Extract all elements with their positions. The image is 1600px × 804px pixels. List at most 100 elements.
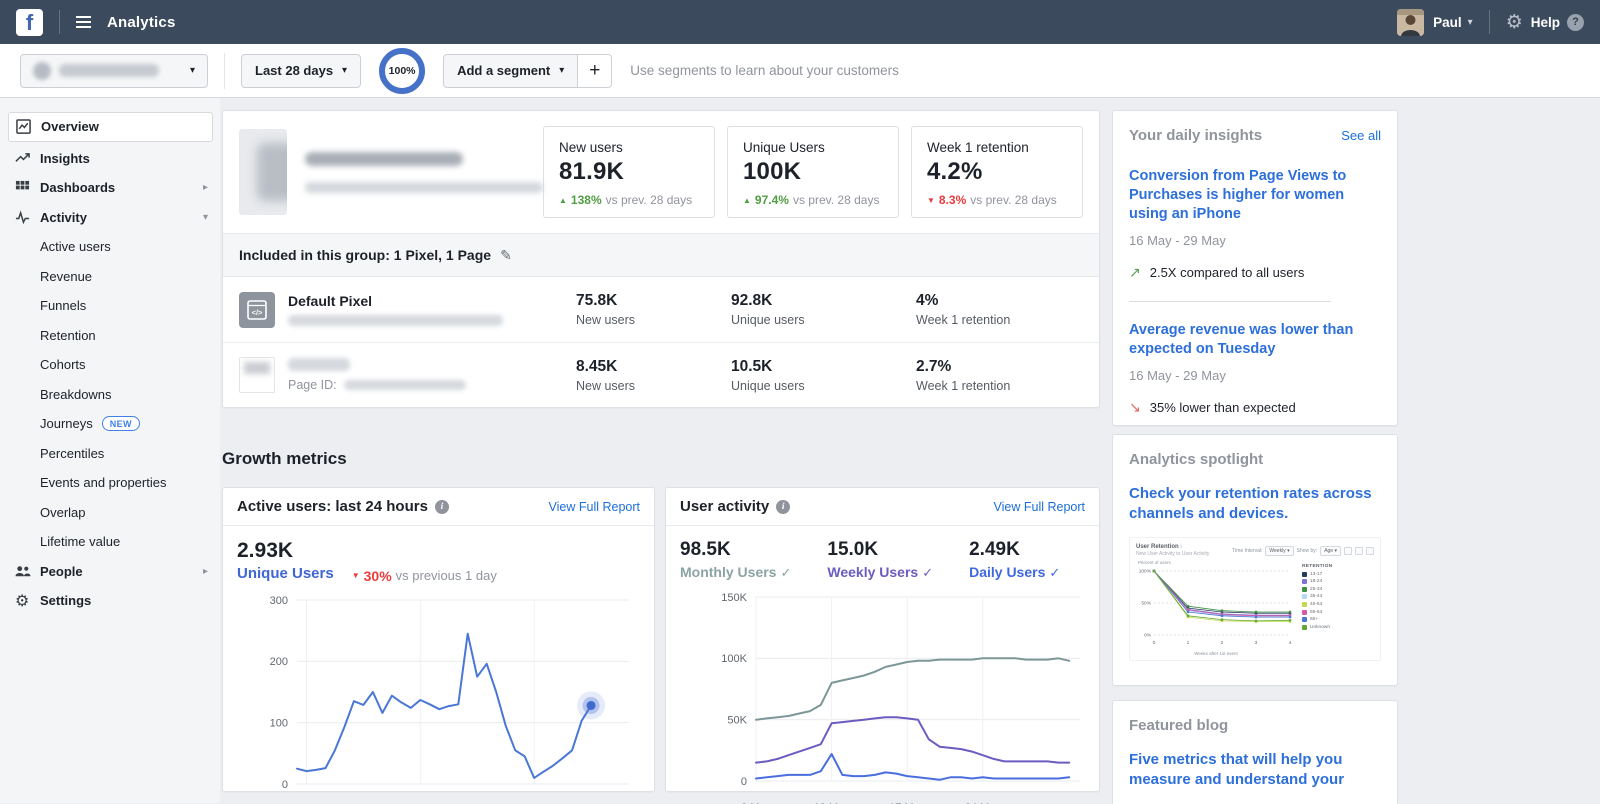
monthly-users-stat[interactable]: 98.5K Monthly Users ✓ [680,539,791,581]
info-icon[interactable]: i [434,499,449,514]
svg-text:0: 0 [1153,640,1156,646]
stat-label: Daily Users [969,564,1046,580]
user-activity-line-chart[interactable]: 0 50K 100K 150K 3 May 10 May 17 May 24 May [680,585,1087,804]
stat-value: 98.5K [680,539,731,560]
active-users-line-chart[interactable]: 010020030000:0012:0000:00 [237,588,642,804]
date-range-button[interactable]: Last 28 days ▾ [241,53,362,88]
user-activity-card: User activity i View Full Report 98.5K M… [665,487,1100,804]
add-segment-button[interactable]: Add a segment ▾ [443,53,579,88]
metric-card-new-users[interactable]: New users 81.9K ▲ 138% vs prev. 28 days [543,126,715,218]
info-icon[interactable]: i [776,499,791,514]
sidebar-item-overview[interactable]: Overview [8,112,213,142]
sidebar-item-overlap[interactable]: Overlap [0,498,220,528]
redacted-entity-icon [33,61,51,80]
row-entity[interactable]: </> Default Pixel [239,291,576,328]
chevron-down-icon[interactable]: ▾ [1467,16,1473,28]
sidebar-item-journeys[interactable]: Journeys NEW [0,409,220,439]
sidebar-item-breakdowns[interactable]: Breakdowns [0,380,220,410]
sidebar-item-revenue[interactable]: Revenue [0,262,220,292]
blog-link[interactable]: Five metrics that will help you measure … [1129,751,1345,788]
metric-card-week1-retention[interactable]: Week 1 retention 4.2% ▼ 8.3% vs prev. 28… [911,126,1083,218]
view-full-report-link[interactable]: View Full Report [548,499,640,514]
sidebar-item-label: Lifetime value [40,534,121,550]
match-rate-ring[interactable]: 100% [379,47,426,94]
see-all-link[interactable]: See all [1341,128,1381,143]
help-question-icon[interactable]: ? [1567,13,1584,31]
row-entity[interactable]: Page ID: [239,357,576,393]
view-full-report-link[interactable]: View Full Report [993,499,1085,514]
card-title: Analytics spotlight [1129,451,1264,468]
card-title: User activity [680,498,770,515]
spotlight-link[interactable]: Check your retention rates across channe… [1129,485,1372,522]
delta-compare: vs prev. 28 days [792,193,880,207]
sidebar-item-activity[interactable]: Activity ▾ [0,203,220,233]
show-by-label: Show by: [1296,547,1318,554]
dashboards-icon [15,180,40,195]
sidebar-item-funnels[interactable]: Funnels [0,291,220,321]
growth-metrics-title: Growth metrics [222,449,347,468]
svg-text:10 May: 10 May [814,802,851,804]
svg-text:100: 100 [270,717,288,729]
divider [59,10,60,34]
thumb-xlabel: Weeks after 1st event [1194,651,1238,656]
help-link[interactable]: Help [1530,14,1560,30]
edit-pencil-icon[interactable]: ✎ [500,246,512,263]
sidebar-item-events-and-properties[interactable]: Events and properties [0,468,220,498]
sidebar-item-dashboards[interactable]: Dashboards ▸ [0,173,220,203]
add-segment-plus-button[interactable]: + [578,53,613,88]
sidebar-item-retention[interactable]: Retention [0,321,220,351]
redacted-group-avatar [239,129,287,215]
hamburger-menu-icon[interactable] [76,16,91,28]
sidebar-item-settings[interactable]: ⚙ Settings [0,586,220,616]
user-name[interactable]: Paul [1433,14,1462,30]
insight-note-text: 2.5X compared to all users [1149,265,1305,280]
facebook-logo[interactable]: f [16,8,43,36]
row-stat: 75.8K New users [576,292,731,327]
metric-label: Unique Users [743,140,825,155]
daily-insights-card: Your daily insights See all Conversion f… [1112,110,1398,426]
toolbar: ▾ Last 28 days ▾ 100% Add a segment ▾ + … [0,44,1600,98]
stat-value: 2.49K [969,539,1020,560]
sidebar-item-label: People [40,563,83,579]
featured-blog-card: Featured blog Five metrics that will hel… [1112,700,1398,804]
app-title: Analytics [107,13,176,31]
svg-text:3: 3 [1255,640,1258,646]
svg-text:150K: 150K [721,592,747,604]
insight-link[interactable]: Average revenue was lower than expected … [1129,322,1354,357]
sidebar-item-cohorts[interactable]: Cohorts [0,350,220,380]
svg-text:4: 4 [1289,640,1292,646]
sidebar-item-people[interactable]: People ▸ [0,557,220,587]
daily-users-stat[interactable]: 2.49K Daily Users ✓ [969,539,1060,581]
metric-value: 100K [743,158,802,185]
legend-item: 25-34 [1310,586,1323,592]
metric-value: 4.2% [927,158,983,185]
insight-link[interactable]: Conversion from Page Views to Purchases … [1129,168,1347,222]
stat-value: 15.0K [827,539,879,560]
svg-text:24 May: 24 May [965,802,1002,804]
metric-card-unique-users[interactable]: Unique Users 100K ▲ 97.4% vs prev. 28 da… [727,126,899,218]
sidebar-item-label: Breakdowns [40,386,112,402]
stat-label: Unique users [731,313,805,327]
sidebar-item-lifetime-value[interactable]: Lifetime value [0,527,220,557]
metric-delta: ▲ 97.4% vs prev. 28 days [743,193,883,207]
unique-users-metric-link[interactable]: Unique Users [237,565,334,582]
table-row-page[interactable]: Page ID: 8.45K New users 10.5K Unique us… [223,342,1099,407]
row-stat: 92.8K Unique users [731,292,916,327]
legend-item: 13-17 [1310,571,1323,577]
right-column: Your daily insights See all Conversion f… [1112,98,1398,804]
entity-selector[interactable]: ▾ [20,53,208,88]
sidebar-item-active-users[interactable]: Active users [0,232,220,262]
sidebar-item-percentiles[interactable]: Percentiles [0,439,220,469]
delta-value: 30% [363,567,392,584]
sidebar-item-insights[interactable]: Insights [0,144,220,174]
check-icon: ✓ [780,565,792,580]
time-interval-select: Weekly ▾ [1265,545,1294,556]
stat-label: Weekly Users [827,564,919,580]
gear-icon[interactable]: ⚙ [1505,11,1523,33]
chevron-down-icon: ▾ [1334,547,1337,554]
trend-up-icon: ▲ [743,195,751,205]
user-avatar[interactable] [1397,8,1425,36]
retention-chart-thumbnail[interactable]: User Retention i New User Activity to Us… [1129,537,1381,661]
table-row-default-pixel[interactable]: </> Default Pixel 75.8K New users 92.8K … [223,277,1099,342]
weekly-users-stat[interactable]: 15.0K Weekly Users ✓ [827,539,933,581]
